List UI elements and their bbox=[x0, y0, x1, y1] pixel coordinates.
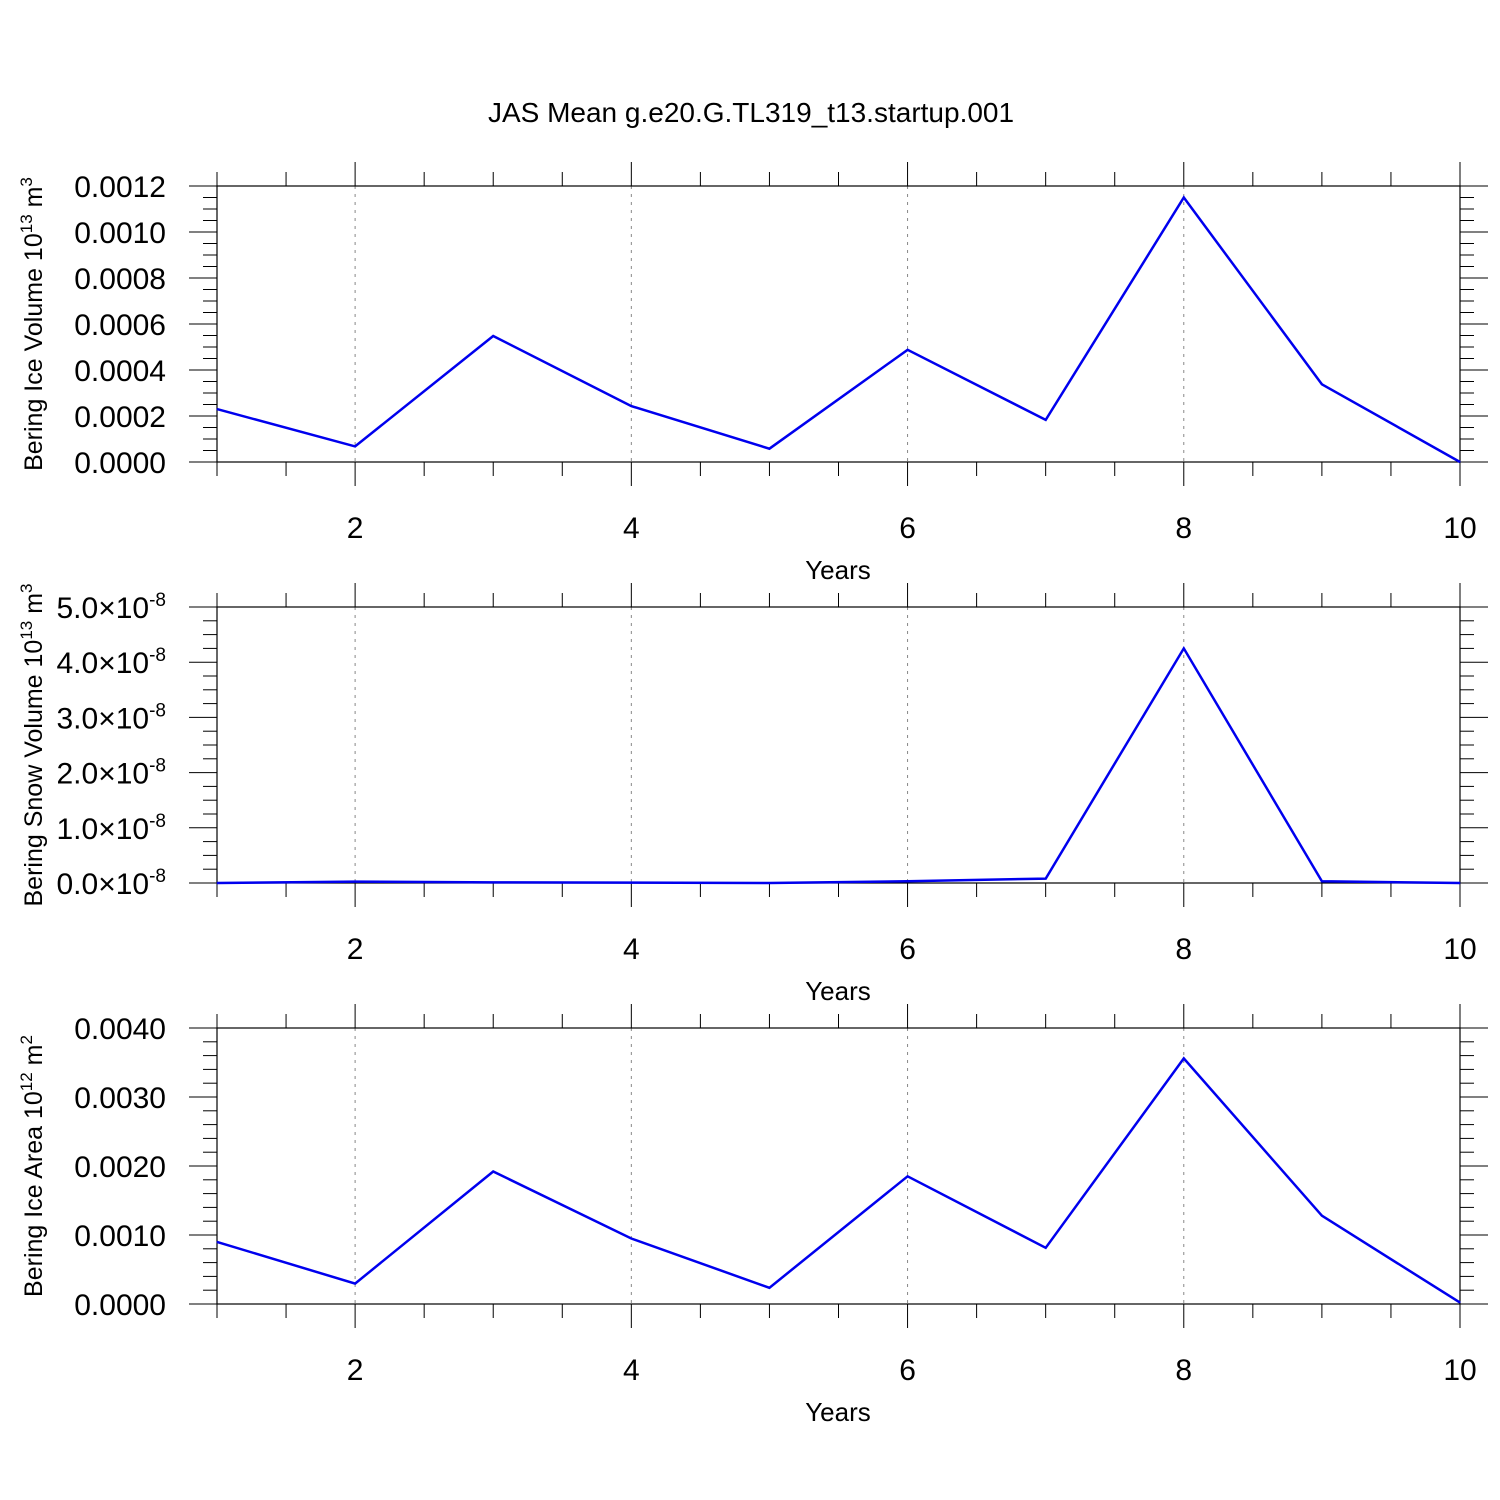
data-point bbox=[907, 349, 909, 351]
x-tick-label: 6 bbox=[899, 512, 916, 545]
y-axis-label: Bering Ice Area 1012 m2 bbox=[17, 1035, 48, 1297]
data-point bbox=[216, 1241, 218, 1243]
y-tick-label: 0.0008 bbox=[74, 263, 166, 296]
x-axis-label: Years bbox=[805, 976, 871, 1006]
data-point bbox=[1459, 461, 1461, 463]
data-point bbox=[1183, 647, 1185, 649]
data-point bbox=[216, 408, 218, 410]
x-tick-label: 6 bbox=[899, 1354, 916, 1387]
data-point bbox=[1321, 880, 1323, 882]
chart-panel-2: 2 4 6 8 10 0.0×10-8 1.0×10-8 2.0×10-8 3.0×10-8 4.… bbox=[17, 583, 1488, 1006]
y-tick-label: 5.0×10-8 bbox=[57, 590, 167, 625]
y-tick-label: 0.0004 bbox=[74, 355, 166, 388]
x-tick-label: 10 bbox=[1443, 512, 1476, 545]
data-point bbox=[492, 881, 494, 883]
y-tick-label: 2.0×10-8 bbox=[57, 756, 167, 791]
y-tick-label: 0.0000 bbox=[74, 447, 166, 480]
data-point bbox=[1459, 882, 1461, 884]
data-point bbox=[354, 445, 356, 447]
series-line bbox=[216, 195, 1461, 464]
y-tick-label: 0.0012 bbox=[74, 171, 166, 204]
data-point bbox=[1045, 419, 1047, 421]
data-point bbox=[768, 1287, 770, 1289]
data-point bbox=[492, 335, 494, 337]
data-point bbox=[630, 405, 632, 407]
series-line bbox=[216, 1056, 1461, 1304]
y-tick-label: 4.0×10-8 bbox=[57, 645, 167, 680]
x-axis-label: Years bbox=[805, 555, 871, 585]
data-point bbox=[630, 882, 632, 884]
plot-frame bbox=[216, 606, 1461, 884]
y-tick-label: 3.0×10-8 bbox=[57, 700, 167, 735]
x-tick-label: 8 bbox=[1175, 512, 1192, 545]
data-point bbox=[1459, 1302, 1461, 1304]
y-tick-label: 1.0×10-8 bbox=[57, 811, 167, 846]
x-tick-label: 4 bbox=[623, 933, 640, 966]
data-point bbox=[1321, 383, 1323, 385]
data-point bbox=[907, 1175, 909, 1177]
x-tick-label: 6 bbox=[899, 933, 916, 966]
figure-title: JAS Mean g.e20.G.TL319_t13.startup.001 bbox=[488, 97, 1014, 128]
data-point bbox=[1183, 1057, 1185, 1059]
series-line bbox=[216, 645, 1461, 885]
plot-frame bbox=[216, 185, 1461, 463]
data-point bbox=[1321, 1215, 1323, 1217]
x-axis-label: Years bbox=[805, 1397, 871, 1427]
x-tick-label: 4 bbox=[623, 512, 640, 545]
x-tick-label: 2 bbox=[347, 933, 364, 966]
x-tick-label: 10 bbox=[1443, 1354, 1476, 1387]
x-tick-label: 8 bbox=[1175, 1354, 1192, 1387]
x-tick-label: 4 bbox=[623, 1354, 640, 1387]
y-tick-label: 0.0000 bbox=[74, 1289, 166, 1322]
data-point bbox=[1183, 197, 1185, 198]
x-tick-label: 10 bbox=[1443, 933, 1476, 966]
data-point bbox=[1045, 878, 1047, 880]
y-tick-label: 0.0040 bbox=[74, 1013, 166, 1046]
chart-panel-3: 2 4 6 8 10 0.0000 0.0010 0.0020 0.0030 0.0040 Year… bbox=[17, 1004, 1488, 1427]
data-point bbox=[216, 882, 218, 884]
data-point bbox=[354, 1283, 356, 1285]
data-point bbox=[1045, 1247, 1047, 1249]
y-tick-label: 0.0006 bbox=[74, 309, 166, 342]
panels: 2 4 6 8 10 0.0000 0.0002 0.0004 0.0006 0.0008 0.00… bbox=[17, 162, 1488, 1427]
x-tick-label: 2 bbox=[347, 1354, 364, 1387]
data-point bbox=[907, 880, 909, 882]
data-point bbox=[768, 882, 770, 884]
chart-panel-1: 2 4 6 8 10 0.0000 0.0002 0.0004 0.0006 0.0008 0.00… bbox=[17, 162, 1488, 585]
data-point bbox=[630, 1237, 632, 1239]
y-axis-label: Bering Ice Volume 1013 m3 bbox=[17, 177, 48, 471]
y-tick-label: 0.0020 bbox=[74, 1151, 166, 1184]
data-point bbox=[768, 448, 770, 450]
y-tick-label: 0.0030 bbox=[74, 1082, 166, 1115]
x-tick-label: 2 bbox=[347, 512, 364, 545]
y-tick-label: 0.0002 bbox=[74, 401, 166, 434]
y-tick-label: 0.0×10-8 bbox=[57, 866, 167, 901]
y-tick-label: 0.0010 bbox=[74, 217, 166, 250]
y-tick-label: 0.0010 bbox=[74, 1220, 166, 1253]
data-point bbox=[354, 881, 356, 883]
y-axis-label: Bering Snow Volume 1013 m3 bbox=[17, 583, 48, 906]
x-tick-label: 8 bbox=[1175, 933, 1192, 966]
data-point bbox=[492, 1171, 494, 1173]
plot-frame bbox=[216, 1027, 1461, 1305]
